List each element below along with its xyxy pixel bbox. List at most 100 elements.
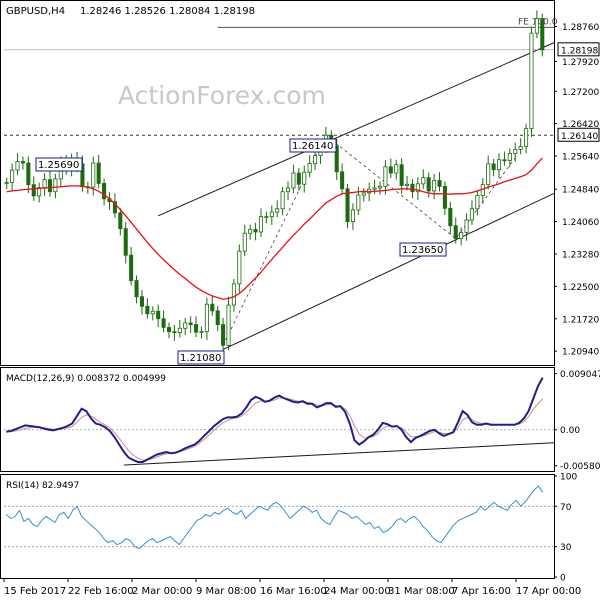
time-tick-label: 24 Mar 00:00: [324, 586, 391, 597]
candle-body: [518, 146, 523, 150]
label-high-2: 1.26140: [292, 141, 333, 152]
candle-body: [286, 187, 291, 193]
candle-body: [177, 327, 182, 333]
lower-channel-line: [222, 192, 556, 350]
candle-body: [486, 163, 491, 186]
label-low-1: 1.21080: [180, 353, 221, 364]
time-tick-label: 9 Mar 08:00: [196, 586, 256, 597]
macd-axis-ticks: 0.009047 0.00 -0.005804: [554, 370, 600, 472]
candle-body: [204, 303, 209, 333]
upper-channel-line: [157, 41, 556, 217]
candle-body: [194, 324, 199, 333]
label-low-2: 1.23650: [402, 245, 443, 256]
price-tick-label: 1.23280: [562, 250, 599, 260]
label-high-1-box: [35, 157, 83, 172]
candle-body: [145, 305, 150, 315]
candle-body: [534, 18, 539, 34]
candle-body: [269, 211, 274, 218]
zigzag-line: [222, 134, 516, 346]
candle-body: [426, 177, 431, 192]
rsi-tick-label: 0: [560, 574, 566, 584]
candle-body: [464, 219, 469, 233]
price-tick-label: 1.27200: [562, 88, 599, 98]
candle-body: [215, 310, 220, 325]
rsi-axis-ticks: 100 70 30 0: [554, 473, 577, 584]
candle-body: [188, 322, 193, 325]
label-high-2-box: [289, 138, 337, 153]
candle-body: [37, 187, 42, 197]
price-overlays: FE 100.0: [4, 17, 558, 350]
candle-body: [275, 208, 280, 213]
candle-body: [226, 304, 231, 346]
candle-body: [345, 188, 350, 223]
rsi-lines-group: [4, 485, 554, 550]
candle-body: [491, 163, 496, 171]
candle-body: [15, 161, 20, 171]
time-tick-label: 7 Apr 16:00: [452, 586, 511, 597]
candle-body: [166, 327, 172, 333]
candle-body: [20, 161, 25, 164]
candle-body: [437, 180, 442, 187]
price-tick-label: 1.22500: [562, 283, 599, 293]
candle-body: [307, 163, 312, 173]
candle-body: [47, 179, 53, 193]
price-tick-label: 1.25640: [562, 153, 599, 163]
candle-body: [350, 209, 355, 223]
panel-frames: [0, 0, 555, 579]
candle-body: [410, 183, 415, 193]
candle-body: [129, 254, 134, 281]
candle-body: [123, 228, 128, 256]
candle-body: [183, 322, 188, 329]
candle-body: [475, 195, 480, 210]
macd-trendline: [123, 442, 555, 466]
candle-body: [399, 164, 404, 186]
price-labels-group: 1.25690 1.26140 1.23650 1.21080 1.28198 1.261…: [35, 42, 600, 365]
candle-body: [280, 191, 285, 210]
time-tick-label: 2 Mar 00:00: [132, 586, 192, 597]
candle-body: [172, 331, 177, 334]
candle-body: [139, 296, 144, 307]
candle-body: [161, 318, 166, 328]
candle-body: [112, 201, 117, 214]
candle-body: [199, 331, 204, 334]
candle-body: [513, 148, 518, 154]
candle-body: [118, 212, 123, 230]
time-tick-label: 17 Apr 00:00: [516, 586, 581, 597]
candle-body: [210, 303, 215, 312]
label-low-2-box: [399, 242, 447, 257]
moving-average-line: [6, 157, 543, 300]
candle-body: [10, 169, 15, 183]
candle-body: [258, 216, 263, 233]
macd-main-line: [6, 377, 544, 463]
candle-body: [102, 183, 107, 200]
candle-body: [26, 162, 31, 186]
candle-body: [356, 194, 361, 211]
moving-average-group: [6, 157, 543, 300]
candle-body: [237, 250, 242, 285]
candle-body: [388, 166, 393, 174]
candle-body: [242, 232, 247, 252]
candle-body: [53, 178, 58, 193]
candle-body: [313, 155, 318, 164]
candle-body: [340, 171, 345, 190]
macd-title: MACD(12,26,9) 0.008372 0.004999: [6, 374, 166, 384]
candle-body: [96, 162, 101, 184]
price-tick-label: 1.26420: [562, 120, 599, 130]
price-tick-label: 1.21720: [562, 315, 599, 325]
candle-body: [524, 128, 529, 147]
candle-body: [377, 185, 383, 189]
last-price-tag-box: [557, 42, 600, 57]
candle-body: [231, 283, 236, 306]
level-price-tag: 1.26140: [561, 132, 598, 142]
macd-tick-label: 0.009047: [560, 370, 600, 380]
price-axis-ticks: 1.28760 1.27920 1.27200 1.26420 1.25640 1.248…: [554, 23, 599, 358]
candle-body: [496, 159, 502, 171]
candle-body: [448, 207, 453, 227]
macd-tick-label: 0.00: [560, 426, 580, 436]
candle-body: [361, 192, 366, 196]
price-tick-label: 1.28760: [562, 23, 599, 33]
macd-tick-label: -0.005804: [560, 462, 600, 472]
candle-body: [334, 145, 339, 173]
price-tick-label: 1.24060: [562, 218, 599, 228]
candle-body: [291, 172, 296, 189]
